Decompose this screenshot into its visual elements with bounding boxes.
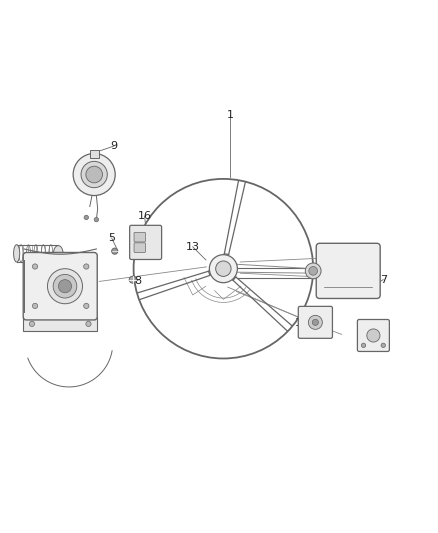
- Circle shape: [86, 166, 102, 183]
- FancyBboxPatch shape: [130, 225, 162, 260]
- Text: 16: 16: [138, 211, 152, 221]
- FancyBboxPatch shape: [316, 243, 380, 298]
- Text: 13: 13: [186, 242, 200, 252]
- Circle shape: [112, 248, 118, 254]
- Circle shape: [86, 321, 91, 327]
- FancyBboxPatch shape: [23, 253, 97, 320]
- Circle shape: [47, 269, 82, 304]
- Text: 8: 8: [134, 276, 141, 286]
- Circle shape: [309, 266, 318, 275]
- Text: 12: 12: [374, 332, 388, 342]
- Ellipse shape: [53, 246, 63, 261]
- FancyBboxPatch shape: [23, 317, 97, 331]
- Circle shape: [73, 154, 115, 196]
- Circle shape: [84, 215, 88, 220]
- Circle shape: [308, 316, 322, 329]
- Circle shape: [312, 319, 318, 326]
- Circle shape: [129, 276, 136, 283]
- Circle shape: [53, 274, 77, 298]
- Text: 11: 11: [295, 318, 309, 328]
- Circle shape: [94, 217, 99, 222]
- Text: 5: 5: [108, 233, 115, 243]
- Circle shape: [58, 280, 71, 293]
- Circle shape: [215, 261, 231, 277]
- Circle shape: [29, 321, 35, 327]
- Circle shape: [32, 264, 38, 269]
- Circle shape: [84, 303, 89, 309]
- FancyBboxPatch shape: [90, 150, 99, 158]
- Circle shape: [209, 255, 237, 282]
- FancyBboxPatch shape: [134, 232, 145, 242]
- Text: 1: 1: [226, 110, 233, 120]
- Text: 6: 6: [34, 281, 41, 291]
- Text: 9: 9: [110, 141, 117, 151]
- Text: 7: 7: [380, 274, 387, 285]
- Circle shape: [367, 329, 380, 342]
- FancyBboxPatch shape: [298, 306, 332, 338]
- Circle shape: [84, 264, 89, 269]
- Ellipse shape: [14, 245, 20, 262]
- Circle shape: [361, 343, 366, 348]
- FancyBboxPatch shape: [357, 319, 389, 351]
- Circle shape: [81, 161, 107, 188]
- Circle shape: [32, 303, 38, 309]
- Circle shape: [381, 343, 385, 348]
- FancyBboxPatch shape: [134, 243, 145, 253]
- Circle shape: [305, 263, 321, 279]
